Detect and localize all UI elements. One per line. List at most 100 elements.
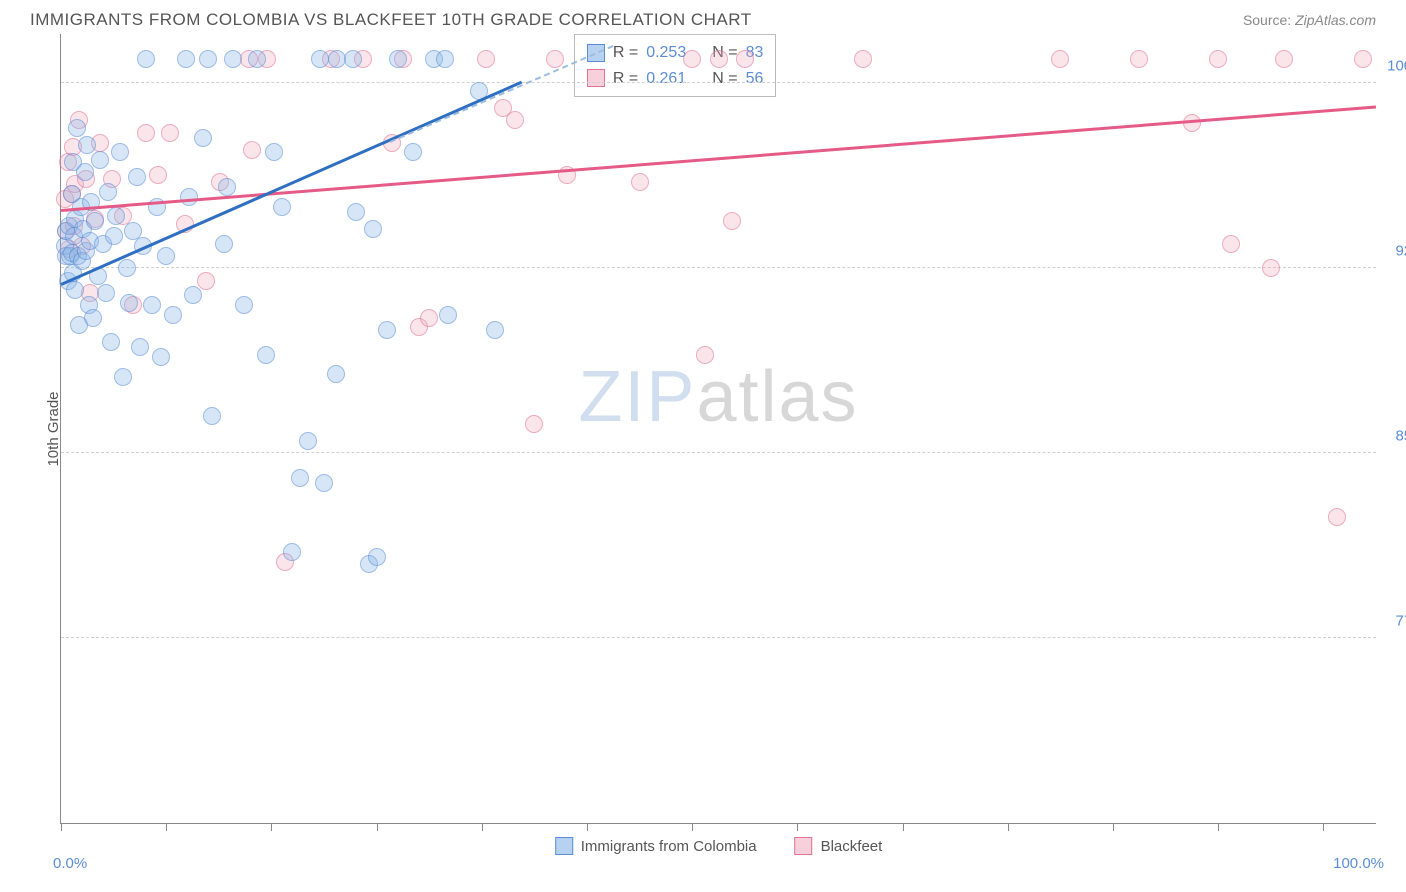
- scatter-point-blue: [114, 368, 132, 386]
- scatter-point-pink: [197, 272, 215, 290]
- scatter-point-blue: [120, 294, 138, 312]
- watermark-zip: ZIP: [578, 357, 696, 437]
- scatter-point-pink: [696, 346, 714, 364]
- scatter-point-blue: [131, 338, 149, 356]
- legend-item-blue: Immigrants from Colombia: [555, 837, 757, 855]
- scatter-point-blue: [299, 432, 317, 450]
- scatter-point-blue: [180, 188, 198, 206]
- scatter-point-blue: [436, 50, 454, 68]
- plot-area: ZIPatlas R = 0.253 N = 83 R = 0.261 N = …: [60, 34, 1376, 824]
- x-tick: [903, 823, 904, 831]
- r-value-blue: 0.253: [646, 40, 686, 66]
- x-axis-min-label: 0.0%: [53, 855, 87, 872]
- legend-stats-row-pink: R = 0.261 N = 56: [587, 66, 764, 92]
- scatter-point-pink: [161, 124, 179, 142]
- scatter-point-blue: [291, 469, 309, 487]
- n-value-pink: 56: [746, 66, 764, 92]
- r-value-pink: 0.261: [646, 66, 686, 92]
- scatter-point-blue: [389, 50, 407, 68]
- scatter-point-pink: [631, 173, 649, 191]
- x-tick: [1008, 823, 1009, 831]
- x-tick: [1323, 823, 1324, 831]
- scatter-point-blue: [199, 50, 217, 68]
- scatter-point-pink: [736, 50, 754, 68]
- scatter-point-pink: [149, 166, 167, 184]
- x-tick: [377, 823, 378, 831]
- scatter-point-pink: [683, 50, 701, 68]
- scatter-point-pink: [1051, 50, 1069, 68]
- scatter-point-blue: [157, 247, 175, 265]
- y-tick-label: 77.5%: [1395, 613, 1406, 630]
- n-label: N =: [712, 66, 737, 92]
- scatter-point-pink: [546, 50, 564, 68]
- scatter-point-blue: [265, 143, 283, 161]
- scatter-point-pink: [1262, 259, 1280, 277]
- scatter-point-pink: [506, 111, 524, 129]
- gridline: [61, 637, 1376, 638]
- scatter-point-blue: [203, 407, 221, 425]
- x-tick: [166, 823, 167, 831]
- scatter-point-pink: [1275, 50, 1293, 68]
- watermark: ZIPatlas: [578, 356, 858, 438]
- source-credit: Source: ZipAtlas.com: [1243, 12, 1376, 28]
- scatter-point-blue: [273, 198, 291, 216]
- legend-label-pink: Blackfeet: [821, 838, 883, 855]
- scatter-point-blue: [215, 235, 233, 253]
- watermark-atlas: atlas: [696, 357, 858, 437]
- scatter-point-blue: [68, 119, 86, 137]
- r-label: R =: [613, 66, 638, 92]
- legend-label-blue: Immigrants from Colombia: [581, 838, 757, 855]
- scatter-point-blue: [76, 163, 94, 181]
- scatter-point-pink: [1209, 50, 1227, 68]
- scatter-point-blue: [315, 474, 333, 492]
- gridline: [61, 82, 1376, 83]
- scatter-point-blue: [137, 50, 155, 68]
- scatter-point-blue: [347, 203, 365, 221]
- scatter-point-pink: [1130, 50, 1148, 68]
- legend-item-pink: Blackfeet: [795, 837, 883, 855]
- scatter-point-blue: [91, 151, 109, 169]
- scatter-point-blue: [486, 321, 504, 339]
- x-tick: [482, 823, 483, 831]
- scatter-point-pink: [243, 141, 261, 159]
- x-tick: [1218, 823, 1219, 831]
- scatter-point-blue: [102, 333, 120, 351]
- scatter-point-blue: [107, 207, 125, 225]
- scatter-point-blue: [78, 136, 96, 154]
- scatter-point-blue: [164, 306, 182, 324]
- scatter-point-blue: [177, 50, 195, 68]
- scatter-point-blue: [111, 143, 129, 161]
- scatter-point-pink: [1222, 235, 1240, 253]
- scatter-point-blue: [218, 178, 236, 196]
- scatter-point-pink: [137, 124, 155, 142]
- x-axis-max-label: 100.0%: [1333, 855, 1384, 872]
- scatter-point-blue: [84, 309, 102, 327]
- gridline: [61, 267, 1376, 268]
- scatter-point-blue: [105, 227, 123, 245]
- scatter-point-pink: [854, 50, 872, 68]
- bottom-legend: Immigrants from Colombia Blackfeet: [555, 837, 883, 855]
- scatter-point-pink: [1328, 508, 1346, 526]
- scatter-point-blue: [118, 259, 136, 277]
- scatter-point-pink: [710, 50, 728, 68]
- scatter-point-blue: [128, 168, 146, 186]
- scatter-point-blue: [143, 296, 161, 314]
- scatter-point-blue: [378, 321, 396, 339]
- scatter-point-blue: [344, 50, 362, 68]
- scatter-point-blue: [311, 50, 329, 68]
- scatter-point-blue: [327, 365, 345, 383]
- x-tick: [797, 823, 798, 831]
- source-label: Source:: [1243, 12, 1291, 28]
- x-tick: [61, 823, 62, 831]
- scatter-point-blue: [248, 50, 266, 68]
- correlation-scatter-chart: 10th Grade ZIPatlas R = 0.253 N = 83 R =…: [60, 34, 1376, 824]
- source-value: ZipAtlas.com: [1295, 12, 1376, 28]
- scatter-point-blue: [439, 306, 457, 324]
- scatter-point-blue: [368, 548, 386, 566]
- r-label: R =: [613, 40, 638, 66]
- scatter-point-blue: [194, 129, 212, 147]
- x-tick: [1113, 823, 1114, 831]
- x-tick: [271, 823, 272, 831]
- swatch-pink-icon: [795, 837, 813, 855]
- regression-line-blue: [60, 81, 521, 285]
